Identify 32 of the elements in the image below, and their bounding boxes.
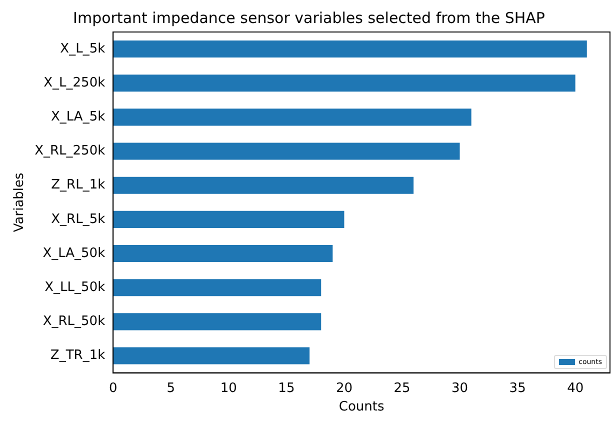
x-tick-label: 30 [452,380,468,396]
y-tick-label: X_LA_5k [50,110,106,125]
y-tick-label: Z_RL_1k [51,178,106,193]
x-tick-label: 15 [278,380,295,396]
y-tick-label: X_RL_50k [42,314,106,330]
y-tick-label: X_RL_250k [34,144,106,159]
x-tick-label: 0 [108,380,118,396]
bar [113,74,576,92]
y-tick-label: X_L_250k [44,75,106,90]
x-tick-label: 10 [220,380,237,396]
x-tick-label: 35 [509,380,526,396]
y-tick-label: X_LA_50k [42,246,106,261]
bar [113,279,322,296]
chart-title: Important impedance sensor variables selected from the SHAP [73,8,545,27]
x-axis-title: Counts [338,400,384,415]
y-axis-title: Variables [12,172,28,232]
x-tick-label: 25 [394,380,410,396]
bar [113,108,472,126]
x-tick-label: 40 [567,380,584,396]
y-tick-label: X_LL_50k [44,280,106,295]
bar [113,142,460,160]
bar [113,210,344,228]
y-tick-label: Z_TR_1k [50,348,106,364]
x-tick-label: 20 [336,380,352,396]
bar [113,40,587,58]
y-tick-label: X_L_5k [60,41,106,56]
bar [113,313,322,330]
y-tick-label: X_RL_5k [51,212,106,227]
bar [113,245,333,262]
bar [113,176,414,194]
bar [113,347,310,364]
x-tick-label: 5 [166,380,176,396]
